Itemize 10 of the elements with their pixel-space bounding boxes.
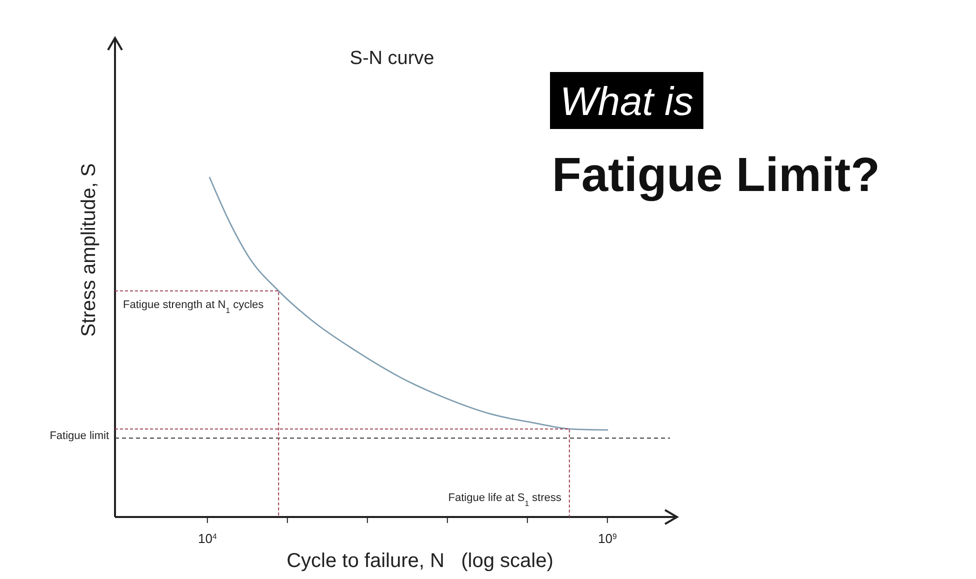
x-tick-label: 10$^{9}$ — [598, 531, 617, 546]
chart-title: S-N curve — [350, 48, 434, 69]
ref-line-label: Fatigue limit — [50, 430, 109, 442]
annotation: Fatigue life at S$_{1}$ stress — [448, 492, 562, 508]
y-axis-title: Stress amplitude, S — [78, 163, 100, 337]
text: What is — [560, 80, 694, 124]
x-axis-title: Cycle to failure, N (log scale) — [286, 550, 554, 572]
annotation: Fatigue strength at N$_{1}$ cycles — [123, 298, 264, 314]
annotation: Fatigue Limit? — [552, 149, 880, 202]
x-tick-label: 10$^{4}$ — [198, 531, 218, 546]
